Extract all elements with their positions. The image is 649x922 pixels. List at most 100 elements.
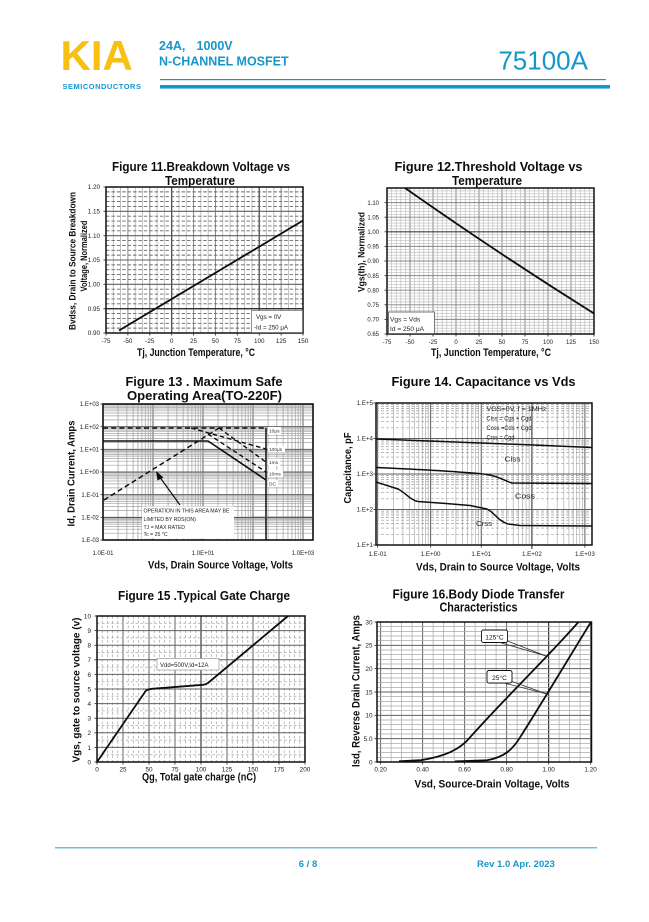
- svg-text:KIA: KIA: [61, 32, 133, 79]
- svg-text:1: 1: [87, 745, 91, 752]
- svg-text:1.E-01: 1.E-01: [368, 551, 387, 558]
- svg-text:Vsd, Source-Drain Voltage, Vol: Vsd, Source-Drain Voltage, Volts: [415, 779, 570, 791]
- svg-text:TJ = MAX RATED: TJ = MAX RATED: [144, 525, 186, 531]
- svg-text:Temperature: Temperature: [165, 173, 235, 188]
- svg-text:1.E+4: 1.E+4: [357, 436, 374, 443]
- svg-text:4: 4: [87, 701, 91, 708]
- svg-text:Isd, Reverse Drain Current, Am: Isd, Reverse Drain Current, Amps: [351, 615, 363, 767]
- svg-text:10: 10: [365, 713, 373, 720]
- svg-text:Figure 12.Threshold Voltage vs: Figure 12.Threshold Voltage vs: [395, 159, 583, 174]
- svg-text:50: 50: [499, 340, 506, 346]
- svg-text:75: 75: [522, 340, 529, 346]
- svg-text:7: 7: [87, 657, 91, 664]
- svg-text:25: 25: [190, 338, 198, 345]
- svg-text:100: 100: [543, 340, 554, 346]
- svg-text:Temperature: Temperature: [452, 173, 522, 188]
- svg-text:0.20: 0.20: [374, 767, 387, 774]
- svg-text:-Id = 250 μA: -Id = 250 μA: [254, 325, 289, 332]
- svg-text:1.E+1: 1.E+1: [357, 542, 374, 549]
- svg-text:1.E+01: 1.E+01: [471, 551, 491, 558]
- svg-text:6: 6: [87, 672, 91, 679]
- svg-text:10: 10: [84, 613, 92, 620]
- svg-text:Coss: Coss: [515, 492, 535, 501]
- svg-text:25: 25: [476, 340, 483, 346]
- svg-text:Vgs(th), Normalized: Vgs(th), Normalized: [357, 212, 368, 292]
- svg-text:3: 3: [87, 716, 91, 723]
- svg-text:-50: -50: [406, 340, 415, 346]
- svg-text:0: 0: [170, 338, 174, 345]
- svg-text:0.80: 0.80: [367, 288, 379, 294]
- svg-text:25: 25: [119, 767, 127, 774]
- svg-text:50: 50: [145, 767, 153, 774]
- svg-text:Vgs, gate to source voltage (v: Vgs, gate to source voltage (v): [71, 618, 83, 763]
- svg-text:OPERATION IN THIS AREA MAY BE: OPERATION IN THIS AREA MAY BE: [144, 509, 231, 515]
- svg-text:Qg, Total gate charge (nC): Qg, Total gate charge (nC): [142, 772, 256, 784]
- svg-text:Coss =Cds + Cgd: Coss =Cds + Cgd: [487, 425, 533, 432]
- svg-text:1ms: 1ms: [269, 460, 279, 466]
- svg-text:1.00: 1.00: [367, 230, 379, 236]
- svg-text:100: 100: [196, 767, 207, 774]
- svg-text:0: 0: [369, 759, 373, 766]
- svg-text:10ms: 10ms: [269, 472, 281, 478]
- svg-text:0.75: 0.75: [367, 303, 379, 309]
- svg-text:Characteristics: Characteristics: [440, 600, 518, 615]
- svg-text:0.70: 0.70: [367, 318, 379, 324]
- svg-text:1.10: 1.10: [367, 201, 379, 207]
- svg-text:75: 75: [234, 338, 242, 345]
- svg-text:125: 125: [276, 338, 287, 345]
- svg-text:Vgs = 0V: Vgs = 0V: [256, 314, 282, 321]
- svg-text:1.0E-01: 1.0E-01: [92, 551, 114, 557]
- svg-text:6 / 8: 6 / 8: [299, 859, 318, 870]
- svg-text:Figure 14. Capacitance vs Vds: Figure 14. Capacitance vs Vds: [392, 374, 576, 389]
- svg-text:0.60: 0.60: [458, 767, 471, 774]
- svg-text:Rev 1.0 Apr. 2023: Rev 1.0 Apr. 2023: [477, 859, 555, 870]
- svg-text:Tj, Junction Temperature, °C: Tj, Junction Temperature, °C: [137, 347, 255, 359]
- svg-text:DC: DC: [269, 482, 276, 488]
- svg-text:1.E+03: 1.E+03: [80, 402, 100, 408]
- svg-text:20: 20: [365, 666, 373, 673]
- svg-text:1.00: 1.00: [88, 282, 101, 289]
- svg-text:Ciss: Ciss: [505, 455, 521, 464]
- svg-text:Crss: Crss: [476, 521, 493, 528]
- svg-text:Figure 16.Body Diode Transfer: Figure 16.Body Diode Transfer: [393, 587, 565, 602]
- svg-text:1000V: 1000V: [197, 39, 234, 53]
- svg-text:150: 150: [248, 767, 259, 774]
- svg-text:1.E+00: 1.E+00: [80, 470, 100, 476]
- svg-text:75100A: 75100A: [498, 46, 588, 76]
- svg-text:15: 15: [365, 689, 373, 696]
- svg-text:Tc = 25 °C: Tc = 25 °C: [144, 532, 168, 538]
- svg-text:0: 0: [95, 767, 99, 774]
- svg-text:1.05: 1.05: [367, 215, 379, 221]
- svg-text:Vds, Drain to Source Voltage,: Vds, Drain to Source Voltage, Volts: [416, 562, 580, 574]
- svg-text:Vdd=500V,Id=12A: Vdd=500V,Id=12A: [160, 663, 209, 669]
- svg-text:150: 150: [589, 340, 600, 346]
- svg-text:1.E-01: 1.E-01: [81, 493, 99, 499]
- svg-text:0: 0: [454, 340, 458, 346]
- svg-text:1.E+5: 1.E+5: [357, 400, 374, 407]
- svg-text:Capacitance, pF: Capacitance, pF: [342, 432, 354, 504]
- svg-text:5.0: 5.0: [364, 736, 373, 743]
- svg-text:0.85: 0.85: [367, 274, 379, 280]
- svg-text:9: 9: [87, 628, 91, 635]
- svg-text:200: 200: [300, 767, 311, 774]
- svg-text:Bvdss, Drain to Source Breakdo: Bvdss, Drain to Source Breakdown: [68, 192, 79, 330]
- svg-text:Id = 250 μA: Id = 250 μA: [390, 326, 425, 333]
- svg-text:-75: -75: [101, 338, 111, 345]
- svg-text:Voltage, Normalized: Voltage, Normalized: [79, 220, 90, 291]
- svg-text:0.65: 0.65: [367, 332, 379, 338]
- svg-text:1.E+02: 1.E+02: [522, 551, 542, 558]
- svg-text:30: 30: [365, 619, 373, 626]
- svg-text:24A,: 24A,: [159, 39, 185, 53]
- svg-text:75: 75: [171, 767, 179, 774]
- svg-text:175: 175: [274, 767, 285, 774]
- svg-text:Figure 15 .Typical Gate Charge: Figure 15 .Typical Gate Charge: [118, 588, 290, 603]
- svg-text:VGS=0V, f = 1MHz: VGS=0V, f = 1MHz: [487, 406, 547, 413]
- svg-text:-25: -25: [429, 340, 438, 346]
- svg-text:1.05: 1.05: [88, 257, 101, 264]
- svg-text:Figure 11.Breakdown Voltage vs: Figure 11.Breakdown Voltage vs: [112, 159, 290, 174]
- svg-text:1.E+00: 1.E+00: [421, 551, 441, 558]
- svg-text:1.E-03: 1.E-03: [81, 538, 99, 544]
- svg-text:SEMICONDUCTORS: SEMICONDUCTORS: [63, 82, 142, 91]
- svg-text:1.10: 1.10: [88, 233, 101, 240]
- svg-text:Figure 13 . Maximum Safe: Figure 13 . Maximum Safe: [126, 374, 283, 389]
